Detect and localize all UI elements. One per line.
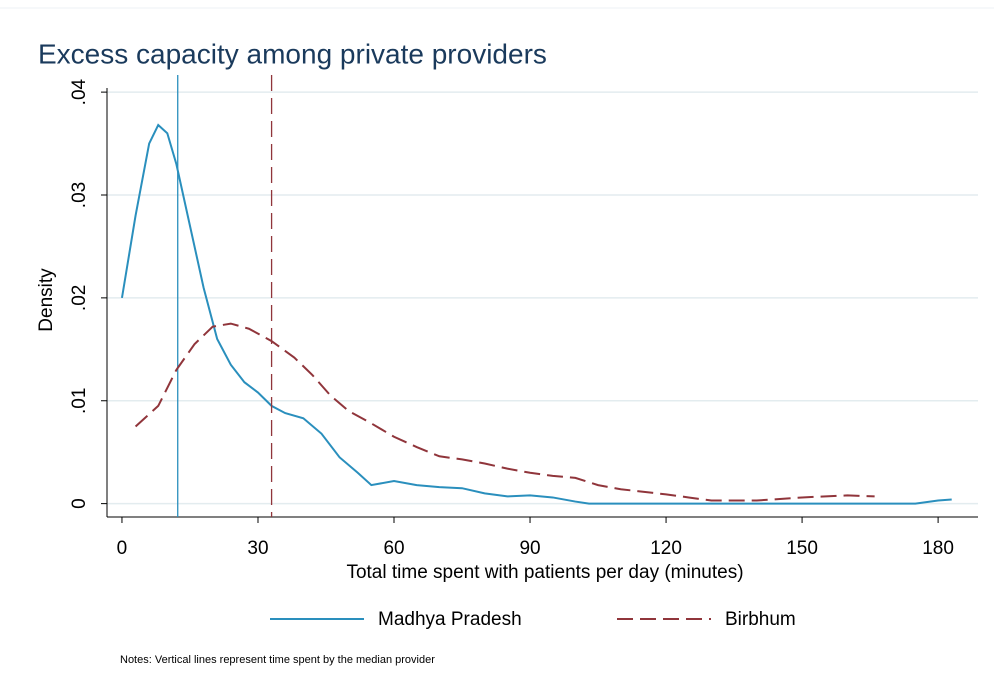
legend-label: Birbhum bbox=[725, 609, 796, 630]
x-tick-label: 150 bbox=[786, 538, 818, 559]
y-axis-label: Density bbox=[36, 268, 57, 332]
series-line bbox=[134, 322, 875, 502]
x-tick-label: 180 bbox=[922, 538, 954, 559]
series-line bbox=[120, 123, 952, 505]
x-tick-label: 90 bbox=[519, 538, 540, 559]
x-axis-label: Total time spent with patients per day (… bbox=[346, 562, 743, 583]
chart-title: Excess capacity among private providers bbox=[38, 38, 547, 69]
y-tick-label: .04 bbox=[69, 78, 90, 105]
y-tick-label: 0 bbox=[69, 498, 90, 509]
x-tick-label: 60 bbox=[383, 538, 404, 559]
note: Notes: Vertical lines represent time spe… bbox=[120, 654, 435, 666]
x-tick-label: 30 bbox=[247, 538, 268, 559]
legend-label: Madhya Pradesh bbox=[378, 609, 522, 630]
y-tick-label: .03 bbox=[69, 182, 90, 208]
y-tick-label: .01 bbox=[69, 388, 90, 414]
x-tick-label: 120 bbox=[650, 538, 682, 559]
x-tick-label: 0 bbox=[117, 538, 128, 559]
y-tick-label: .02 bbox=[69, 285, 90, 311]
